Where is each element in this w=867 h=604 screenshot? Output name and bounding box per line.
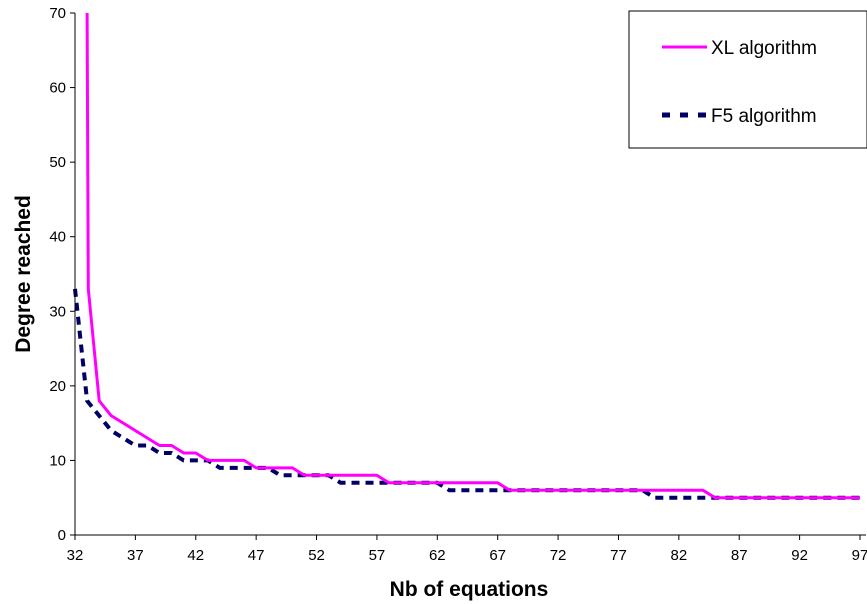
x-tick-label: 62	[429, 547, 446, 564]
axes-layer	[70, 12, 866, 540]
x-tick-label: 97	[852, 547, 867, 564]
tick-labels-layer: 0 10 20 30 40 50 60 70 32 37 42 47 52 57 62 67 72 77 82 87 9…	[49, 5, 867, 564]
x-tick-label: 37	[127, 547, 144, 564]
x-tick-label: 82	[671, 547, 688, 564]
legend-box	[628, 10, 867, 149]
y-tick-label: 40	[49, 229, 66, 246]
y-tick-label: 20	[49, 378, 66, 395]
y-tick-label: 10	[49, 452, 66, 469]
x-tick-label: 77	[610, 547, 627, 564]
series-line-f5	[73, 288, 860, 500]
x-tick-label: 57	[369, 547, 386, 564]
legend-label-xl: XL algorithm	[711, 38, 817, 59]
legend: XL algorithm F5 algorithm	[628, 10, 867, 149]
x-tick-label: 52	[308, 547, 325, 564]
series-line-xl	[85, 12, 860, 500]
legend-label-f5: F5 algorithm	[711, 106, 817, 127]
x-tick-label: 42	[187, 547, 204, 564]
y-axis-title: Degree reached	[12, 195, 35, 353]
x-tick-label: 47	[248, 547, 265, 564]
y-tick-label: 70	[49, 5, 66, 22]
x-tick-label: 87	[731, 547, 748, 564]
y-tick-label: 30	[49, 303, 66, 320]
x-axis-title: Nb of equations	[390, 578, 549, 601]
y-tick-label: 60	[49, 80, 66, 97]
y-tick-label: 50	[49, 154, 66, 171]
plot-series-layer	[73, 12, 860, 500]
x-tick-label: 32	[67, 547, 84, 564]
x-tick-label: 67	[489, 547, 506, 564]
x-tick-label: 72	[550, 547, 567, 564]
y-tick-label: 0	[58, 527, 66, 544]
x-tick-label: 92	[791, 547, 808, 564]
